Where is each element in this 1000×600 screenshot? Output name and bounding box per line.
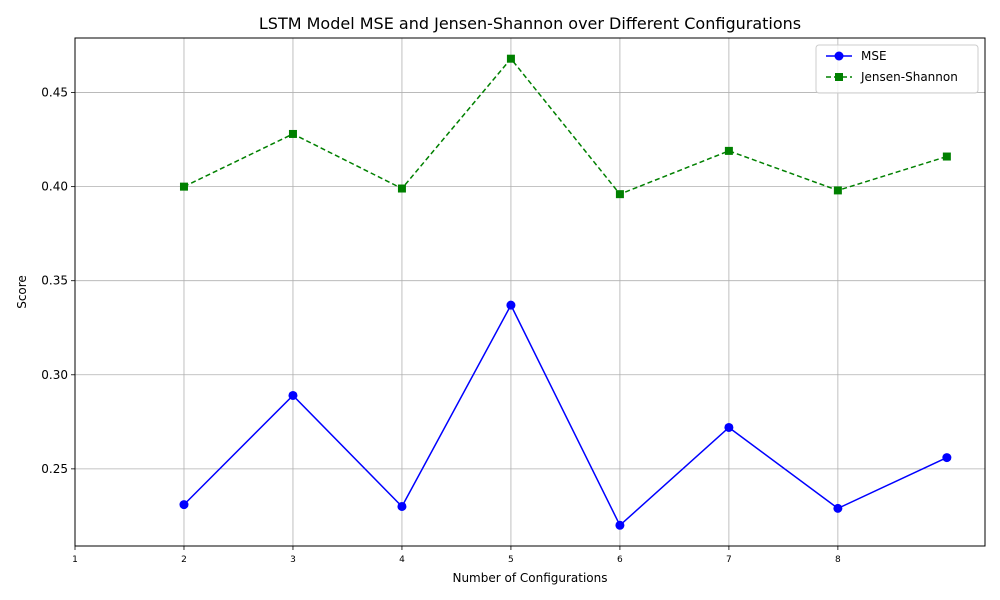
x-tick-label: 5 <box>508 555 514 565</box>
axis-ticks: 1 2 3 4 5 6 7 8 0.25 0.30 0.35 0.40 0.45 <box>41 86 841 565</box>
legend-mse-label: MSE <box>861 49 887 63</box>
chart-title: LSTM Model MSE and Jensen-Shannon over D… <box>259 14 801 33</box>
jensen-shannon-point <box>942 152 951 161</box>
mse-point <box>615 520 625 530</box>
jensen-shannon-point <box>397 184 406 193</box>
mse-point <box>288 390 298 400</box>
y-tick-label: 0.40 <box>41 180 68 194</box>
y-axis-label: Score <box>15 275 29 309</box>
jensen-shannon-point <box>288 129 297 138</box>
jensen-shannon-point <box>833 186 842 195</box>
jensen-shannon-point <box>506 54 515 63</box>
x-tick-label: 4 <box>399 555 405 565</box>
legend: MSE Jensen-Shannon <box>815 44 979 94</box>
legend-js-label: Jensen-Shannon <box>860 70 958 84</box>
y-tick-label: 0.25 <box>41 462 68 476</box>
series-layer <box>179 54 952 530</box>
jensen-shannon-point <box>179 182 188 191</box>
x-tick-label: 3 <box>290 555 296 565</box>
x-tick-label: 7 <box>726 555 732 565</box>
mse-point <box>724 422 734 432</box>
mse-point <box>397 501 407 511</box>
x-tick-label: 8 <box>835 555 841 565</box>
x-tick-label: 1 <box>72 555 78 565</box>
series-line-mse <box>183 303 948 527</box>
legend-js-marker <box>835 73 843 81</box>
grid-lines <box>74 38 985 546</box>
series-line-jensen-shannon <box>183 57 948 196</box>
mse-point <box>506 300 516 310</box>
y-tick-label: 0.35 <box>41 274 68 288</box>
legend-box <box>815 44 979 94</box>
mse-point <box>942 453 952 463</box>
y-tick-label: 0.45 <box>41 86 68 100</box>
jensen-shannon-point <box>615 190 624 199</box>
mse-point <box>179 500 189 510</box>
legend-mse-marker <box>834 51 844 61</box>
x-tick-label: 2 <box>181 555 187 565</box>
mse-point <box>833 503 843 513</box>
y-tick-label: 0.30 <box>41 368 68 382</box>
x-axis-label: Number of Configurations <box>452 571 607 585</box>
plot-frame <box>74 37 986 547</box>
jensen-shannon-point <box>724 146 733 155</box>
x-tick-label: 6 <box>617 555 623 565</box>
